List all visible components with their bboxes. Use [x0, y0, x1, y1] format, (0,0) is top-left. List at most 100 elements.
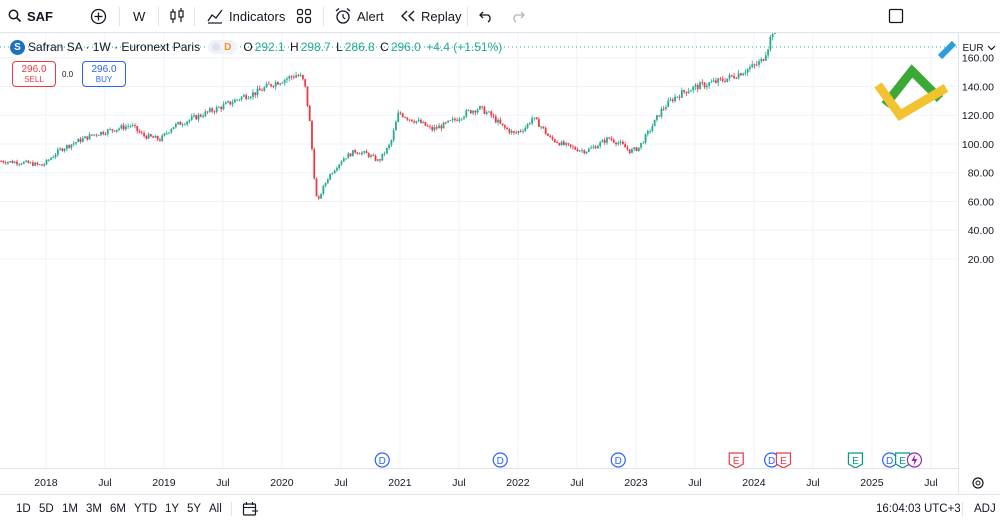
- candle-body: [565, 143, 568, 145]
- candle-body: [578, 150, 581, 152]
- replay-button[interactable]: Replay: [400, 0, 461, 32]
- candle-body: [771, 34, 774, 38]
- candle-body: [256, 88, 259, 96]
- replay-label: Replay: [421, 8, 462, 24]
- sell-button[interactable]: 296.0 SELL: [12, 61, 56, 87]
- candle-body: [159, 139, 161, 141]
- symbol-search[interactable]: SAF: [8, 0, 53, 32]
- candle-body: [551, 137, 554, 140]
- alert-button[interactable]: Alert: [334, 0, 384, 32]
- candle-body: [739, 73, 742, 76]
- candle-body: [533, 117, 536, 119]
- interval-button[interactable]: W: [133, 0, 145, 32]
- data-status-pill[interactable]: D: [208, 40, 238, 54]
- candle-body: [601, 140, 604, 143]
- redo-button[interactable]: [510, 0, 526, 32]
- undo-button[interactable]: [478, 0, 494, 32]
- candle-body: [644, 134, 647, 143]
- candle-body: [102, 131, 105, 135]
- candle-body: [149, 134, 152, 137]
- time-tick-label: Jul: [216, 477, 229, 489]
- candle-body: [136, 126, 139, 132]
- buy-button[interactable]: 296.0 BUY: [82, 61, 126, 87]
- time-axis: 2018 Jul 2019 Jul 2020 Jul 2021 Jul 2022 Jul 2023 J…: [34, 477, 937, 489]
- range-5d[interactable]: 5D: [39, 503, 54, 515]
- fullscreen-button[interactable]: [888, 0, 904, 32]
- candle-body: [376, 159, 379, 161]
- candle-body: [735, 78, 738, 79]
- candle-body: [431, 126, 434, 131]
- candle-body: [311, 121, 313, 150]
- candle-body: [113, 130, 116, 132]
- status-dot-icon: [212, 43, 221, 51]
- candle-body: [399, 112, 402, 114]
- candle-body: [354, 150, 356, 153]
- candle-body: [308, 105, 311, 122]
- candle-body: [292, 76, 295, 78]
- clock-time[interactable]: 16:04:03 UTC+3: [876, 503, 961, 515]
- price-tick-label: 120.00: [962, 110, 994, 122]
- candle-body: [356, 152, 359, 154]
- candle-body: [585, 151, 588, 154]
- candle-body: [304, 79, 307, 87]
- range-1d[interactable]: 1D: [16, 503, 31, 515]
- candle-body: [755, 64, 758, 66]
- candle-body: [635, 147, 638, 151]
- candle-body: [193, 115, 195, 117]
- candle-body: [619, 141, 622, 143]
- candle-body: [120, 125, 123, 129]
- candle-body: [122, 125, 125, 130]
- candle-body: [29, 162, 32, 164]
- candle-body: [413, 121, 415, 123]
- candle-body: [181, 124, 184, 126]
- time-tick-label: 2023: [624, 477, 648, 489]
- range-6m[interactable]: 6M: [110, 503, 126, 515]
- candle-body: [302, 75, 304, 80]
- candle-body: [88, 134, 91, 140]
- candle-body: [338, 164, 341, 169]
- candle-body: [594, 146, 597, 149]
- compare-button[interactable]: [90, 0, 107, 32]
- open-key: O: [243, 40, 253, 54]
- candle-body: [499, 119, 502, 124]
- candle-body: [258, 88, 261, 91]
- candle-body: [111, 129, 114, 131]
- candle-body: [438, 125, 440, 129]
- candle-body: [522, 130, 524, 132]
- candle-body: [152, 136, 155, 138]
- range-1y[interactable]: 1Y: [165, 503, 180, 515]
- candle-body: [472, 110, 474, 114]
- candles-icon: [170, 8, 184, 23]
- chart-type-button[interactable]: [168, 0, 186, 32]
- templates-button[interactable]: [296, 0, 312, 32]
- candle-body: [558, 142, 561, 146]
- candle-body: [447, 120, 450, 123]
- candle-body: [420, 119, 422, 123]
- candle-body: [567, 143, 570, 145]
- sell-price: 296.0: [21, 64, 47, 75]
- range-3m[interactable]: 3M: [86, 503, 102, 515]
- dividend-event-icon: [492, 452, 508, 468]
- range-5y[interactable]: 5Y: [187, 503, 202, 515]
- candle-body: [692, 86, 695, 91]
- settings-icon[interactable]: [972, 477, 984, 489]
- candle-body: [662, 108, 665, 110]
- range-1m[interactable]: 1M: [62, 503, 78, 515]
- candle-body: [415, 121, 418, 123]
- range-ytd[interactable]: YTD: [134, 503, 157, 515]
- time-tick-label: 2019: [152, 477, 176, 489]
- adjust-toggle[interactable]: ADJ: [974, 503, 996, 515]
- candle-body: [52, 156, 55, 159]
- candle-body: [27, 160, 30, 164]
- currency-selector[interactable]: EUR: [961, 40, 997, 56]
- candle-body: [208, 108, 211, 112]
- candle-body: [497, 119, 499, 123]
- date-range-icon[interactable]: [242, 501, 259, 517]
- candle-body: [404, 116, 406, 118]
- range-all[interactable]: All: [209, 503, 222, 515]
- candle-body: [365, 151, 368, 154]
- indicators-button[interactable]: Indicators: [206, 0, 285, 32]
- candle-body: [22, 161, 25, 164]
- low-value: 286.8: [344, 40, 375, 54]
